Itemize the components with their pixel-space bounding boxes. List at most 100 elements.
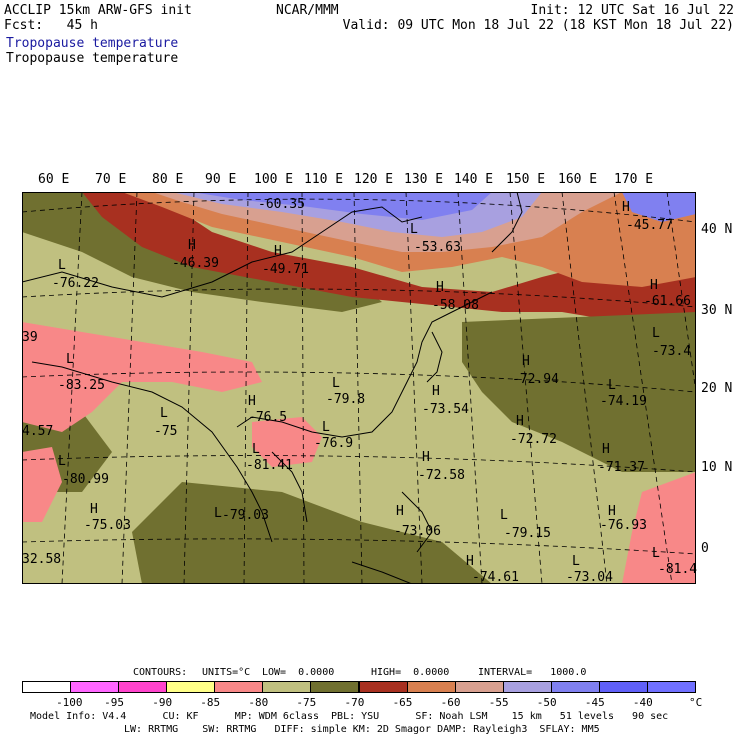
extremum-label: -73.04 [566, 570, 613, 585]
extremum-label: -72.72 [510, 432, 557, 447]
extremum-label: -79.8 [326, 392, 366, 407]
colorbar-cell [166, 681, 216, 693]
contours-label: CONTOURS: [133, 667, 188, 678]
blue-core-east [622, 192, 696, 222]
field-title-black: Tropopause temperature [6, 51, 179, 66]
map-panel: -60.35 H -45.77 L -53.63 H -46.39 H -49.… [22, 192, 698, 585]
colorbar-tick-label: -100 [56, 696, 83, 709]
lat-label: 30 N [701, 303, 733, 318]
colorbar-cell [598, 681, 648, 693]
graticule [22, 192, 696, 584]
map-border [22, 192, 696, 584]
extremum-type: L [410, 222, 418, 237]
model-info-line2: LW: RRTMG SW: RRTMG DIFF: simple KM: 2D … [124, 724, 600, 735]
extremum-type: L [652, 546, 660, 561]
colorbar-tick-label: -70 [344, 696, 365, 709]
extremum-type: L [572, 554, 580, 569]
extremum-label: -72.58 [418, 468, 465, 483]
extremum-label-clipped: 4.57 [22, 424, 54, 439]
extremum-label: -45.77 [626, 218, 673, 233]
darkred-band [82, 192, 696, 332]
extremum-label: -73.06 [394, 524, 441, 539]
extremum-type: L [332, 376, 340, 391]
extremum-type: H [248, 394, 256, 409]
extremum-label: -76.9 [314, 436, 354, 451]
extremum-label: -81.41 [246, 458, 293, 473]
lat-label: 20 N [701, 381, 733, 396]
extremum-label: -80.99 [62, 472, 109, 487]
colorbar-cell [70, 681, 120, 693]
colorbar-cell [550, 681, 600, 693]
extremum-label: -73.54 [422, 402, 469, 417]
interval-label: INTERVAL= 1000.0 [478, 667, 587, 678]
extremum-type: H [650, 278, 658, 293]
extremum-type: H [396, 504, 404, 519]
colorbar-tick-label: -45 [584, 696, 605, 709]
extremum-label: -71.37 [598, 460, 645, 475]
extremum-label: -81.4 [658, 562, 698, 577]
colorbar-cell [406, 681, 456, 693]
extremum-type: H [602, 442, 610, 457]
high-label: HIGH= 0.0000 [371, 667, 450, 678]
colorbar-tick-label: -50 [536, 696, 557, 709]
colorbar-cell [214, 681, 264, 693]
extremum-type: L [500, 508, 508, 523]
extremum-type: H [622, 200, 630, 215]
coastlines [22, 192, 523, 584]
colorbar-tick-label: -85 [200, 696, 221, 709]
extremum-label-clipped: 39 [22, 330, 38, 345]
extremum-type: H [188, 238, 196, 253]
extremum-type: H [466, 554, 474, 569]
tropopause-temperature-map [22, 192, 696, 584]
salmon-patch-sw [22, 447, 62, 522]
extremum-type: L [322, 420, 330, 435]
extremum-label: -53.63 [414, 240, 461, 255]
low-label: LOW= 0.0000 [262, 667, 335, 678]
extremum-label: -75.03 [84, 518, 131, 533]
blue-core [192, 192, 492, 220]
colorbar-cell [454, 681, 504, 693]
lon-label: 70 E [95, 172, 127, 187]
extremum-type: L [160, 406, 168, 421]
lon-label: 110 E [304, 172, 344, 187]
lon-label: 90 E [205, 172, 237, 187]
header-title: ACCLIP 15km ARW-GFS init [4, 3, 192, 18]
extremum-label: -74.19 [600, 394, 647, 409]
valid-time: Valid: 09 UTC Mon 18 Jul 22 (18 KST Mon … [342, 18, 734, 33]
extremum-type: L [252, 442, 260, 457]
colorbar-cell [358, 681, 408, 693]
extremum-type: L [652, 326, 660, 341]
lat-label: 10 N [701, 460, 733, 475]
extremum-type: H [274, 244, 282, 259]
lon-label: 150 E [506, 172, 546, 187]
colorbar-unit: °C [689, 696, 703, 709]
colorbar-tick-label: -90 [152, 696, 173, 709]
extremum-label: -58.08 [432, 298, 479, 313]
lon-label: 130 E [404, 172, 444, 187]
forecast-hour: Fcst: 45 h [4, 18, 98, 33]
extremum-label: -75 [154, 424, 178, 439]
extremum-label: -49.71 [262, 262, 309, 277]
extremum-label: -76.22 [52, 276, 99, 291]
extremum-type: L [58, 454, 66, 469]
extremum-type: H [516, 414, 524, 429]
colorbar-cell [310, 681, 360, 693]
olive-east [462, 312, 696, 472]
lon-label: 170 E [614, 172, 654, 187]
extremum-label: -61.66 [644, 294, 691, 309]
extremum-type: H [608, 504, 616, 519]
extremum-label: -46.39 [172, 256, 219, 271]
extremum-label: -60.35 [258, 197, 305, 212]
extremum-type: L [66, 352, 74, 367]
colorbar-cell [646, 681, 696, 693]
salmon-patch-east [622, 472, 696, 584]
lon-label: 60 E [38, 172, 70, 187]
colorbar-tick-label: -80 [248, 696, 269, 709]
lat-label: 0 [701, 541, 709, 556]
lon-label: 80 E [152, 172, 184, 187]
lon-label: 120 E [354, 172, 394, 187]
colorbar-cell [118, 681, 168, 693]
extremum-type: L [58, 258, 66, 273]
colorbar-cell [502, 681, 552, 693]
extremum-type: H [436, 280, 444, 295]
